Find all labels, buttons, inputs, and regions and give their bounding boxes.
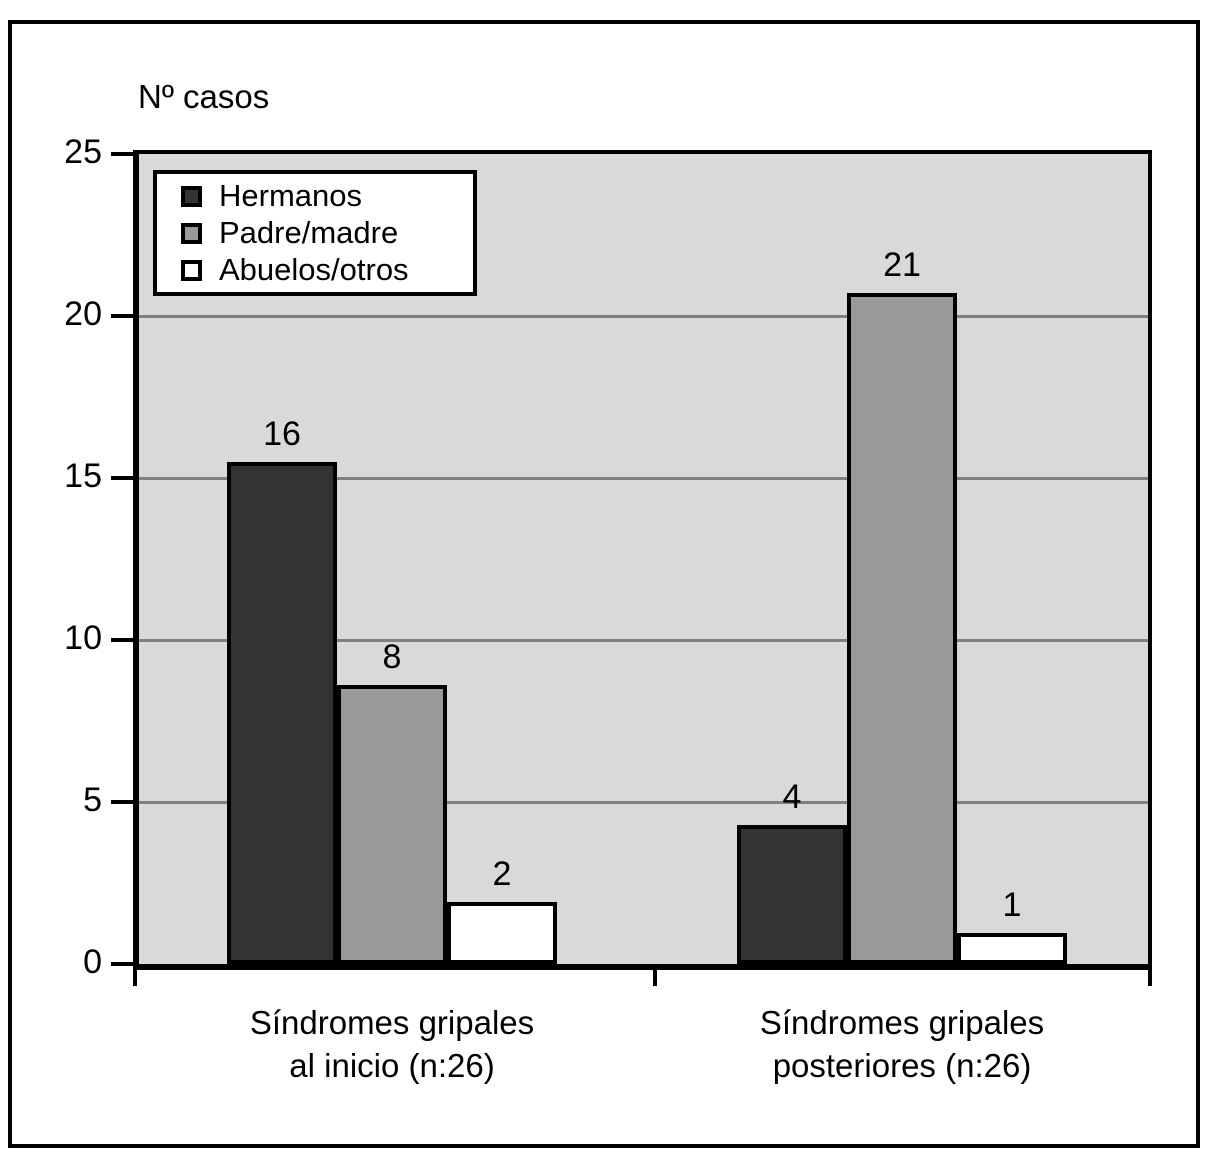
x-tick-1: [653, 970, 657, 986]
y-tick-10: [111, 638, 133, 642]
category-label-group2: Síndromes gripales posteriores (n:26): [759, 1004, 1045, 1084]
legend-label: Padre/madre: [219, 215, 399, 250]
y-tick-0: [111, 962, 133, 966]
y-tick-label-15: 15: [64, 457, 102, 495]
y-tick-label-5: 5: [83, 781, 102, 819]
y-tick-label-20: 20: [64, 295, 102, 333]
bar-value-padre-madre-group1: 8: [382, 638, 402, 677]
gridline-5: [139, 800, 1148, 804]
y-axis-title: Nº casos: [138, 78, 270, 115]
legend-item-hermanos: Hermanos: [181, 179, 473, 213]
legend-swatch-icon: [181, 185, 202, 207]
x-tick-2: [1148, 970, 1152, 986]
category-label-group1: Síndromes gripales al inicio (n:26): [249, 1004, 535, 1084]
bar-value-hermanos-group1: 16: [263, 414, 301, 453]
bar-value-hermanos-group2: 4: [782, 777, 802, 816]
legend-label: Hermanos: [219, 178, 362, 213]
bar-value-abuelos-otros-group1: 2: [492, 855, 512, 894]
y-tick-label-10: 10: [64, 619, 102, 657]
plot-area: 16 4 8 21 2 1 Hermanos Padre/madre Abuelos/otro…: [133, 150, 1152, 970]
y-tick-label-25: 25: [64, 133, 102, 171]
gridline-15: [139, 476, 1148, 480]
y-tick-5: [111, 800, 133, 804]
bar-value-padre-madre-group2: 21: [883, 246, 921, 285]
bar-hermanos-group2: [737, 824, 847, 964]
legend-item-abuelos-otros: Abuelos/otros: [181, 253, 473, 287]
y-tick-25: [111, 152, 133, 156]
y-tick-15: [111, 476, 133, 480]
legend: Hermanos Padre/madre Abuelos/otros: [153, 170, 477, 296]
bar-abuelos-otros-group1: [447, 902, 557, 964]
gridline-20: [139, 314, 1148, 318]
legend-item-padre-madre: Padre/madre: [181, 216, 473, 250]
y-tick-label-0: 0: [83, 943, 102, 981]
y-tick-20: [111, 314, 133, 318]
bar-value-abuelos-otros-group2: 1: [1002, 886, 1022, 925]
bar-hermanos-group1: [227, 461, 337, 964]
legend-swatch-icon: [181, 222, 202, 244]
bar-padre-madre-group1: [337, 685, 447, 964]
x-tick-0: [133, 970, 137, 986]
legend-swatch-icon: [181, 259, 202, 281]
figure-border: [8, 20, 1200, 1148]
gridline-10: [139, 638, 1148, 642]
bar-padre-madre-group2: [847, 293, 957, 964]
legend-label: Abuelos/otros: [219, 252, 409, 287]
bar-abuelos-otros-group2: [957, 933, 1067, 964]
